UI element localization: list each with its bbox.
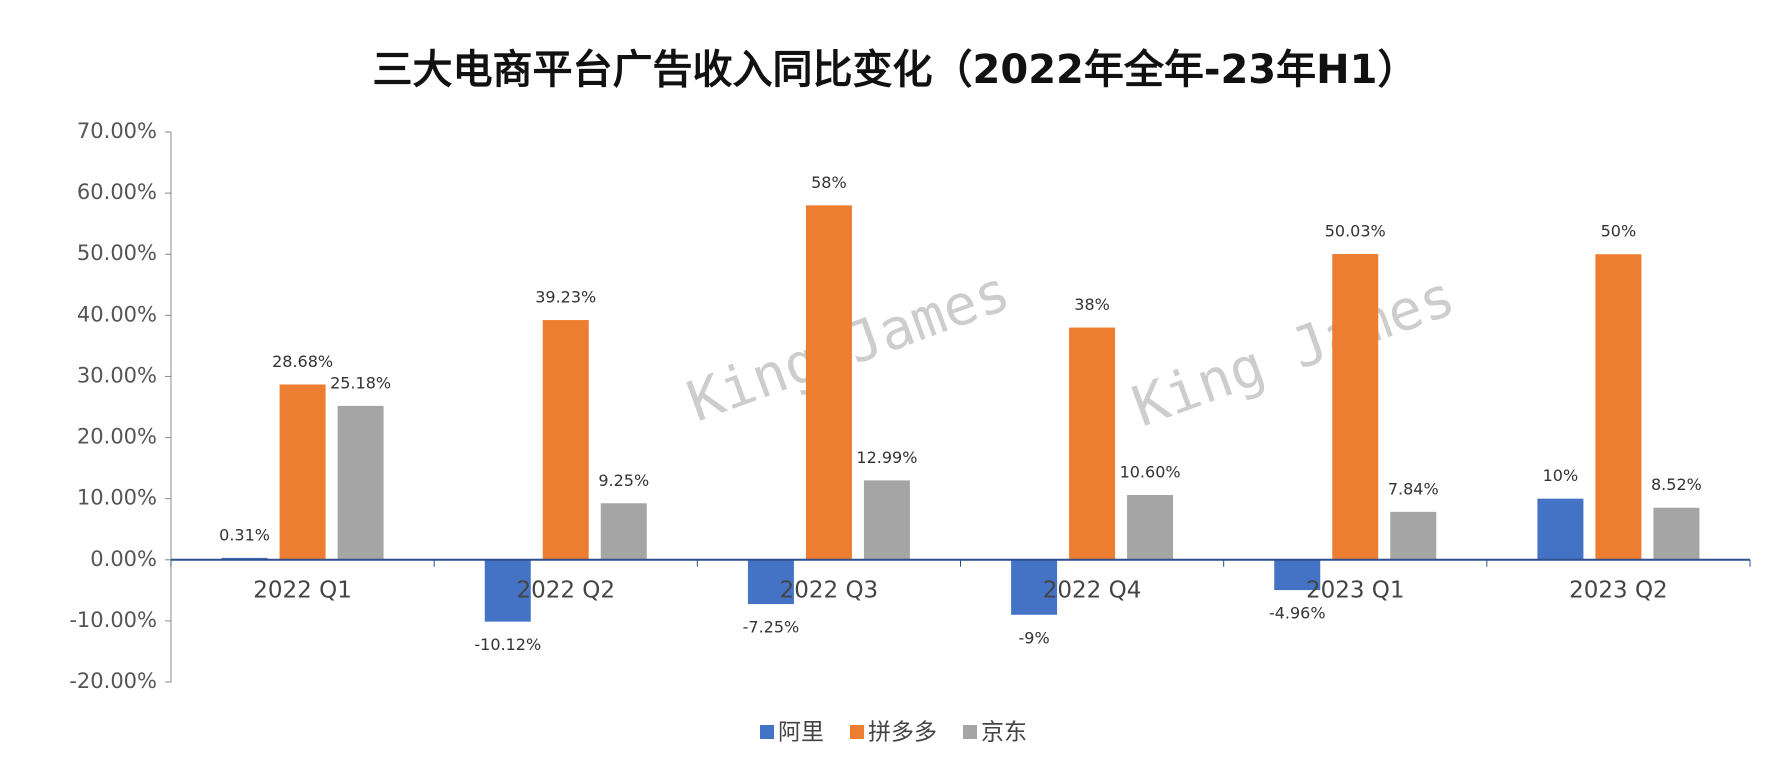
bar [1332, 254, 1379, 560]
value-label: -9% [1019, 628, 1050, 647]
bar [1274, 559, 1321, 591]
legend-label: 阿里 [778, 720, 824, 746]
value-label: 10.60% [1120, 463, 1181, 482]
value-label: 39.23% [535, 288, 596, 307]
bar [1127, 495, 1174, 560]
x-tick-label: 2022 Q4 [1043, 577, 1142, 603]
y-tick-label: 20.00% [77, 425, 157, 449]
legend-swatch [760, 725, 774, 739]
value-label: 58% [811, 173, 847, 192]
y-tick-label: -10.00% [69, 608, 157, 632]
value-label: 10% [1543, 466, 1579, 485]
value-label: 50% [1601, 222, 1637, 241]
x-tick-label: 2022 Q3 [780, 577, 879, 603]
value-label: 50.03% [1325, 222, 1386, 241]
value-label: -10.12% [474, 635, 541, 654]
y-tick-label: 40.00% [77, 302, 157, 326]
y-tick-label: 70.00% [77, 119, 157, 143]
chart-title: 三大电商平台广告收入同比变化（2022年全年-23年H1） [373, 47, 1418, 93]
value-label: 38% [1074, 295, 1110, 314]
y-tick-label: 50.00% [77, 241, 157, 265]
y-tick-label: -20.00% [69, 669, 157, 693]
y-tick-label: 0.00% [90, 547, 157, 571]
bar [1390, 511, 1437, 560]
x-tick-label: 2022 Q2 [516, 577, 615, 603]
bar [1537, 498, 1584, 560]
bar [1653, 507, 1700, 560]
value-label: 9.25% [598, 471, 649, 490]
y-tick-label: 30.00% [77, 363, 157, 387]
bar [337, 405, 384, 560]
value-label: 7.84% [1388, 479, 1439, 498]
x-tick-label: 2022 Q1 [253, 577, 352, 603]
value-label: -4.96% [1269, 604, 1326, 623]
y-tick-label: 60.00% [77, 180, 157, 204]
bar [863, 480, 910, 560]
bar [542, 320, 589, 560]
watermark: King James [1124, 264, 1463, 440]
bar [1011, 559, 1058, 615]
bar [1069, 327, 1116, 560]
value-label: 8.52% [1651, 475, 1702, 494]
y-tick-label: 10.00% [77, 486, 157, 510]
bar [805, 205, 852, 560]
bar [747, 559, 794, 605]
value-label: 0.31% [219, 525, 270, 544]
bar [484, 559, 531, 622]
legend-swatch [850, 725, 864, 739]
bar [1595, 254, 1642, 560]
legend-swatch [963, 725, 977, 739]
legend-label: 拼多多 [868, 720, 937, 746]
value-label: 25.18% [330, 373, 391, 392]
legend-label: 京东 [981, 720, 1027, 746]
value-label: -7.25% [743, 618, 800, 637]
value-label: 28.68% [272, 352, 333, 371]
x-tick-label: 2023 Q2 [1569, 577, 1668, 603]
bar [279, 384, 326, 560]
bar [600, 503, 647, 560]
value-label: 12.99% [856, 448, 917, 467]
x-tick-label: 2023 Q1 [1306, 577, 1405, 603]
